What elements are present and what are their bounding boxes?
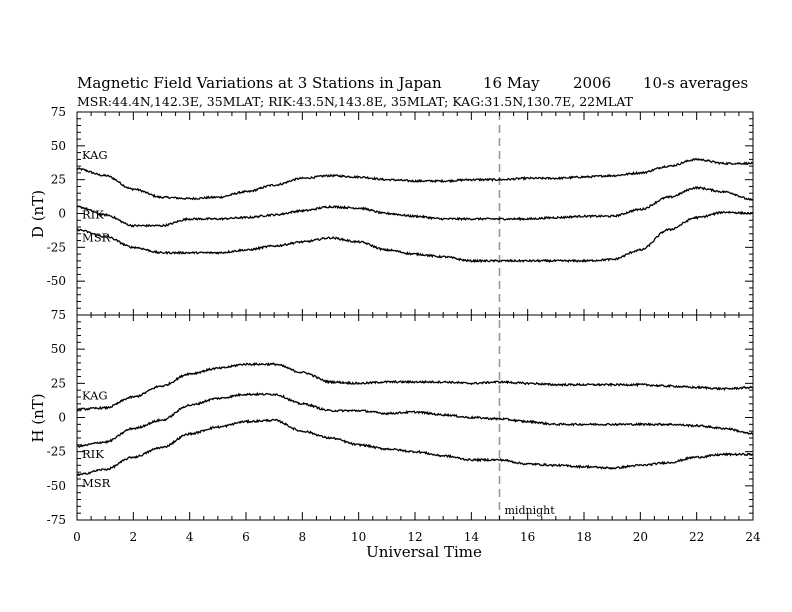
d-panel-y-tick-label: 0 [58,207,66,221]
x-tick-label: 14 [464,530,480,544]
d-panel-frame [76,111,754,316]
d-panel-y-tick-label: -50 [47,274,66,288]
x-axis-title: Universal Time [366,543,482,561]
h-panel-frame [76,314,754,521]
d-panel-series-msr [76,210,754,264]
h-panel-series-msr [76,418,754,477]
x-tick-label: 2 [130,530,138,544]
chart-averaging: 10-s averages [643,74,748,92]
h-panel-y-tick-label: -75 [47,513,66,527]
d-panel-y-tick-label: -25 [47,240,66,254]
h-panel-series-rik [76,391,754,448]
h-panel-y-tick-label: -50 [47,479,66,493]
h-panel-y-tick-label: 25 [51,376,66,390]
h-panel-y-tick-label: -25 [47,445,66,459]
d-panel-label-rik: RIK [82,208,104,222]
d-panel-y-tick-label: 50 [51,139,66,153]
h-panel-series-kag [76,362,754,412]
x-tick-label: 6 [242,530,250,544]
chart-subtitle: MSR:44.4N,142.3E, 35MLAT; RIK:43.5N,143.… [77,94,634,109]
x-tick-label: 0 [73,530,81,544]
x-tick-label: 16 [520,530,535,544]
series-labels: KAG RIK MSR KAG RIK MSR [82,148,111,490]
x-tick-label: 4 [186,530,194,544]
chart-date-year: 2006 [573,74,611,92]
h-panel-label-kag: KAG [82,388,108,402]
x-tick-label: 22 [689,530,704,544]
x-tick-label: 12 [407,530,422,544]
h-panel-ylabel: H (nT) [29,393,47,442]
d-panel-series-rik [76,185,754,228]
h-panel-y-tick-label: 0 [58,411,66,425]
chart-title: Magnetic Field Variations at 3 Stations … [77,74,442,92]
h-panel-y-tick-label: 75 [51,308,66,322]
x-tick-label: 8 [299,530,307,544]
d-panel-y-tick-label: 75 [51,105,66,119]
axis-ticks: 0 2 4 6 8 10 12 14 16 18 20 22 247550250-25-50755025… [47,105,761,544]
d-panel-y-tick-label: 25 [51,173,66,187]
h-panel-label-rik: RIK [82,447,104,461]
h-panel-label-msr: MSR [82,476,111,490]
h-panel-y-tick-label: 50 [51,342,66,356]
d-panel-label-kag: KAG [82,148,108,162]
d-panel-label-msr: MSR [82,231,111,245]
chart-date-day: 16 May [483,74,540,92]
x-tick-label: 10 [351,530,366,544]
midnight-label: midnight [505,504,556,517]
series-lines [76,157,754,477]
d-panel-series-kag [76,157,754,201]
x-tick-label: 24 [745,530,761,544]
x-tick-label: 18 [576,530,591,544]
d-panel-ylabel: D (nT) [29,190,47,238]
x-tick-label: 20 [633,530,648,544]
